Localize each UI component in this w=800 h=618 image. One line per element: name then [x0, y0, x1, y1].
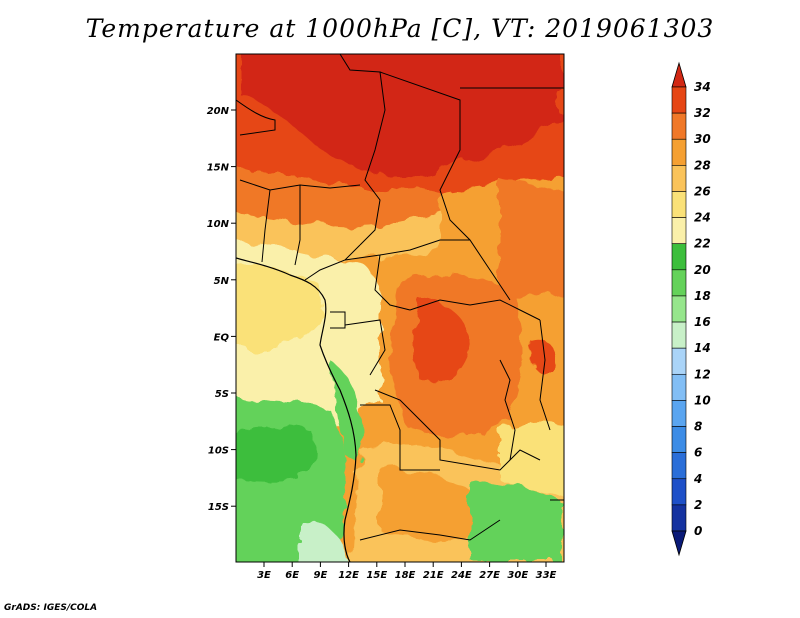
- lon-tick-label: 6E: [285, 570, 299, 581]
- colorbar-swatch: [671, 217, 687, 245]
- colorbar-bottom-triangle: [671, 530, 687, 557]
- lat-tick-label: 15N: [207, 163, 230, 174]
- colorbar-swatch: [671, 191, 687, 218]
- colorbar-swatch: [671, 373, 687, 401]
- map-frame: [235, 53, 565, 563]
- colorbar-label: 24: [694, 211, 711, 225]
- lat-tick-label: 5S: [215, 389, 229, 400]
- lat-tick-label: 5N: [214, 276, 230, 287]
- colorbar-swatch: [671, 400, 687, 427]
- colorbar-label: 16: [694, 315, 711, 329]
- colorbar-swatch: [671, 243, 687, 271]
- colorbar-swatch: [671, 504, 687, 532]
- longitude-ticks: 3E 6E 9E 12E 15E 18E 21E 24E 27E 30E 33E: [257, 562, 557, 581]
- colorbar-swatch: [671, 138, 687, 166]
- lon-tick-label: 24E: [451, 570, 472, 581]
- colorbar-label: 28: [694, 158, 711, 172]
- colorbar-label: 22: [694, 237, 711, 251]
- colorbar-label: 6: [694, 446, 702, 460]
- colorbar-label: 4: [693, 472, 702, 486]
- latitude-ticks: 20N 15N 10N 5N EQ 5S 10S 15S: [207, 106, 236, 513]
- colorbar-swatch: [671, 347, 687, 375]
- colorbar-swatch: [671, 165, 687, 192]
- lon-tick-label: 27E: [479, 570, 500, 581]
- colorbar-label: 14: [694, 341, 711, 355]
- colorbar-label: 26: [694, 184, 711, 198]
- lat-tick-label: 10S: [208, 446, 229, 457]
- colorbar-label: 8: [694, 420, 702, 434]
- temperature-field: [236, 54, 564, 562]
- colorbar-swatch: [671, 321, 687, 349]
- colorbar-swatch: [671, 86, 687, 114]
- lon-tick-label: 21E: [423, 570, 444, 581]
- lat-tick-label: 10N: [207, 219, 230, 230]
- coastline: [236, 257, 357, 562]
- lon-tick-label: 15E: [366, 570, 387, 581]
- colorbar-swatch: [671, 426, 687, 453]
- colorbar-label: 34: [694, 80, 711, 94]
- colorbar-label: 18: [694, 289, 711, 303]
- lat-tick-label: EQ: [214, 332, 230, 343]
- colorbar-swatch: [671, 295, 687, 323]
- lat-tick-label: 15S: [208, 502, 229, 513]
- colorbar-swatch: [671, 112, 687, 140]
- colorbar-label: 32: [694, 106, 711, 120]
- lon-tick-label: 3E: [257, 570, 271, 581]
- colorbar-label: 30: [694, 132, 711, 146]
- colorbar-top-triangle: [671, 61, 687, 88]
- colorbar-label: 20: [694, 263, 711, 277]
- lon-tick-label: 33E: [536, 570, 557, 581]
- colorbar-label: 12: [694, 367, 711, 381]
- colorbar-label: 0: [694, 524, 702, 538]
- colorbar-swatch: [671, 452, 687, 480]
- lon-tick-label: 9E: [314, 570, 328, 581]
- lat-tick-label: 20N: [207, 106, 230, 117]
- colorbar-swatch: [671, 269, 687, 297]
- credit-label: GrADS: IGES/COLA: [4, 603, 98, 613]
- map-title: Temperature at 1000hPa [C], VT: 20190613…: [85, 14, 715, 43]
- lon-tick-label: 12E: [338, 570, 359, 581]
- colorbar-label: 10: [694, 393, 711, 407]
- country-borders: [236, 54, 564, 541]
- colorbar-swatch: [671, 478, 687, 506]
- lon-tick-label: 18E: [395, 570, 416, 581]
- colorbar-label: 2: [694, 498, 702, 512]
- lon-tick-label: 30E: [507, 570, 528, 581]
